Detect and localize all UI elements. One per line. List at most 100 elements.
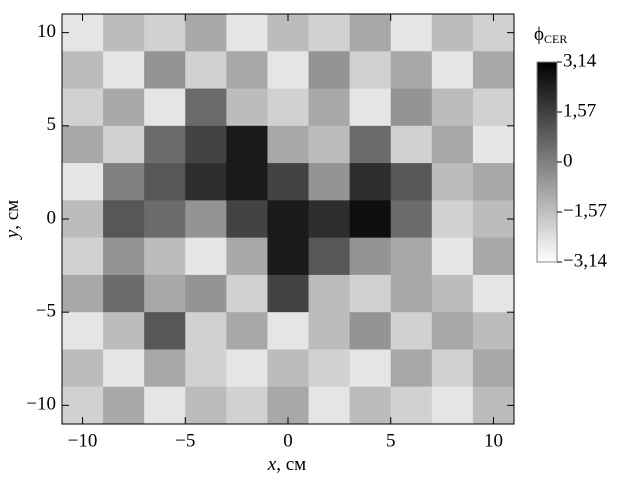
heatmap [62, 14, 515, 425]
cell [185, 14, 227, 52]
cell [350, 126, 392, 164]
cell [432, 387, 474, 425]
cell [226, 238, 268, 276]
cell [185, 51, 227, 89]
cell [432, 51, 474, 89]
colorbar-tick-label: 0 [563, 150, 573, 171]
y-unit: , см [2, 200, 23, 230]
cell [473, 238, 515, 276]
cell [350, 14, 392, 52]
cell [144, 14, 186, 52]
colorbar-subscript: CER [544, 32, 567, 46]
cell [267, 89, 309, 127]
cell [226, 51, 268, 89]
y-tick-label: −10 [26, 394, 56, 415]
cell [432, 163, 474, 201]
cell [309, 14, 351, 52]
cell [62, 163, 104, 201]
cell [267, 126, 309, 164]
cell [473, 349, 515, 387]
cell [350, 312, 392, 350]
cell [350, 89, 392, 127]
cell [103, 126, 145, 164]
cell [350, 387, 392, 425]
cell [473, 275, 515, 313]
cell [226, 275, 268, 313]
cell [309, 163, 351, 201]
cell [432, 200, 474, 238]
y-axis-label: y, см [2, 200, 23, 240]
cell [226, 349, 268, 387]
cell [473, 312, 515, 350]
cell [267, 51, 309, 89]
x-tick-label: −5 [175, 430, 195, 451]
cell [391, 349, 433, 387]
cell [185, 349, 227, 387]
cell [309, 126, 351, 164]
cell [226, 312, 268, 350]
cell [432, 349, 474, 387]
colorbar-title: ϕCER [534, 24, 567, 45]
x-unit: , см [276, 454, 306, 475]
cell [185, 163, 227, 201]
cell [103, 349, 145, 387]
colorbar-tick-label: −1,57 [563, 200, 607, 221]
cell [432, 238, 474, 276]
cell [473, 51, 515, 89]
cell [144, 51, 186, 89]
cell [144, 126, 186, 164]
cell [432, 275, 474, 313]
cell [62, 312, 104, 350]
chart: x, см y, см ϕCER −10−50510−10−505103,141… [0, 0, 624, 480]
cell [309, 312, 351, 350]
cell [309, 275, 351, 313]
x-tick-label: −10 [68, 430, 98, 451]
cell [144, 89, 186, 127]
cell [185, 238, 227, 276]
cell [267, 275, 309, 313]
cell [144, 312, 186, 350]
cell [185, 275, 227, 313]
cell [103, 51, 145, 89]
colorbar [537, 62, 557, 262]
cell [103, 200, 145, 238]
cell [226, 14, 268, 52]
cell [144, 238, 186, 276]
cell [350, 51, 392, 89]
cell [62, 238, 104, 276]
cell [144, 275, 186, 313]
cell [226, 163, 268, 201]
cell [185, 312, 227, 350]
cell [309, 89, 351, 127]
cell [144, 387, 186, 425]
cell [309, 200, 351, 238]
cell [391, 163, 433, 201]
cell [185, 89, 227, 127]
cell [432, 312, 474, 350]
y-tick-label: 5 [47, 114, 57, 135]
cell [103, 387, 145, 425]
cell [226, 387, 268, 425]
cell [267, 349, 309, 387]
x-axis-label: x, см [267, 454, 306, 475]
cell [103, 312, 145, 350]
cell [432, 14, 474, 52]
cell [185, 387, 227, 425]
colorbar-symbol: ϕ [534, 24, 544, 45]
cell [391, 312, 433, 350]
y-tick-label: 0 [47, 207, 57, 228]
cell [350, 163, 392, 201]
cell [144, 200, 186, 238]
cell [432, 126, 474, 164]
cell [62, 349, 104, 387]
cell [267, 163, 309, 201]
cell [432, 89, 474, 127]
cell [391, 387, 433, 425]
cell [309, 387, 351, 425]
x-tick-label: 0 [283, 430, 293, 451]
cell [350, 275, 392, 313]
cell [185, 200, 227, 238]
cell [62, 126, 104, 164]
cell [473, 89, 515, 127]
y-tick-label: 10 [37, 21, 56, 42]
